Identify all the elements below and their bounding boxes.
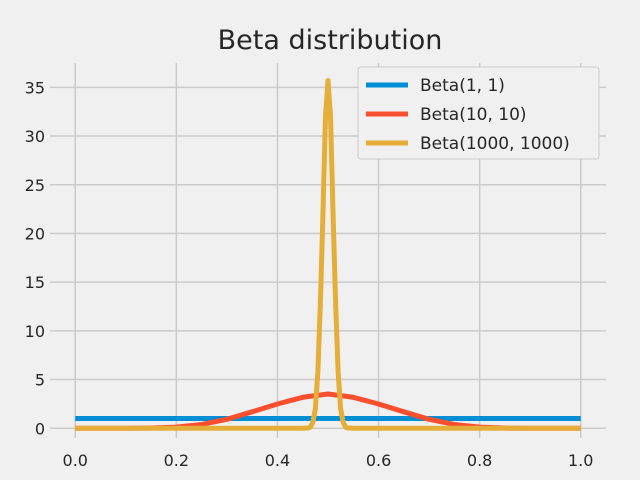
legend-label: Beta(1, 1) (420, 76, 505, 96)
legend-box (357, 66, 600, 160)
y-tick-label: 15 (25, 273, 45, 292)
series-line-3 (75, 78, 581, 431)
y-tick-label: 10 (25, 322, 45, 341)
y-tick-label: 5 (35, 371, 45, 390)
y-tick-label: 30 (25, 127, 45, 146)
y-axis-ticks: 0 5 10 15 20 25 30 35 (25, 78, 45, 438)
y-tick-label: 25 (25, 176, 45, 195)
y-tick-label: 0 (35, 419, 45, 438)
x-tick-label: 0.4 (265, 451, 290, 470)
x-tick-label: 0.6 (366, 451, 391, 470)
y-tick-label: 35 (25, 78, 45, 97)
x-tick-label: 1.0 (568, 451, 593, 470)
x-tick-label: 0.2 (164, 451, 189, 470)
legend-label: Beta(10, 10) (420, 105, 527, 125)
x-tick-label: 0.8 (467, 451, 492, 470)
legend-label: Beta(1000, 1000) (420, 134, 570, 154)
plot-area (75, 78, 581, 431)
legend: Beta(1, 1) Beta(10, 10) Beta(1000, 1000) (357, 66, 600, 160)
series-line-2 (75, 391, 581, 431)
chart-title: Beta distribution (218, 25, 443, 56)
x-tick-label: 0.0 (63, 451, 88, 470)
x-axis-ticks: 0.0 0.2 0.4 0.6 0.8 1.0 (63, 451, 594, 470)
y-tick-label: 20 (25, 224, 45, 243)
